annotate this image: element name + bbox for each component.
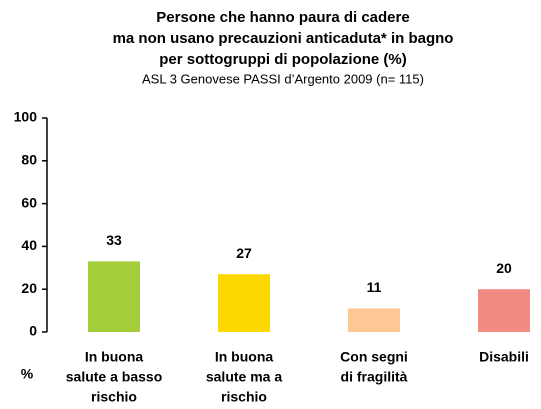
x-tick-label: salute ma a	[206, 369, 282, 385]
value-label: 27	[236, 245, 252, 261]
y-tick-label: 20	[21, 280, 37, 296]
chart-subtitle: ASL 3 Genovese PASSI d’Argento 2009 (n= …	[142, 71, 424, 86]
y-tick-label: 40	[21, 237, 37, 253]
value-label: 20	[496, 260, 512, 276]
x-tick-label: rischio	[221, 389, 267, 405]
x-tick-label: di fragilità	[341, 369, 408, 385]
chart-title: Persone che hanno paura di cadere	[156, 9, 409, 26]
bar	[218, 274, 270, 332]
x-tick-label: Con segni	[340, 349, 408, 365]
chart-title: per sottogruppi di popolazione (%)	[159, 51, 406, 68]
y-tick-label: 80	[21, 152, 37, 168]
bar	[88, 261, 140, 332]
chart-title: ma non usano precauzioni anticaduta* in …	[113, 30, 454, 47]
y-tick-label: 60	[21, 194, 37, 210]
value-label: 33	[106, 232, 122, 248]
y-axis-label: %	[21, 366, 34, 382]
x-tick-label: In buona	[85, 349, 144, 365]
y-tick-label: 100	[14, 109, 38, 125]
x-tick-label: salute a basso	[66, 369, 163, 385]
x-tick-label: rischio	[91, 389, 137, 405]
value-label: 11	[367, 279, 382, 295]
y-tick-label: 0	[29, 323, 37, 339]
bar	[478, 289, 530, 332]
bar	[348, 308, 400, 332]
x-tick-label: Disabili	[479, 349, 529, 365]
x-tick-label: In buona	[215, 349, 274, 365]
